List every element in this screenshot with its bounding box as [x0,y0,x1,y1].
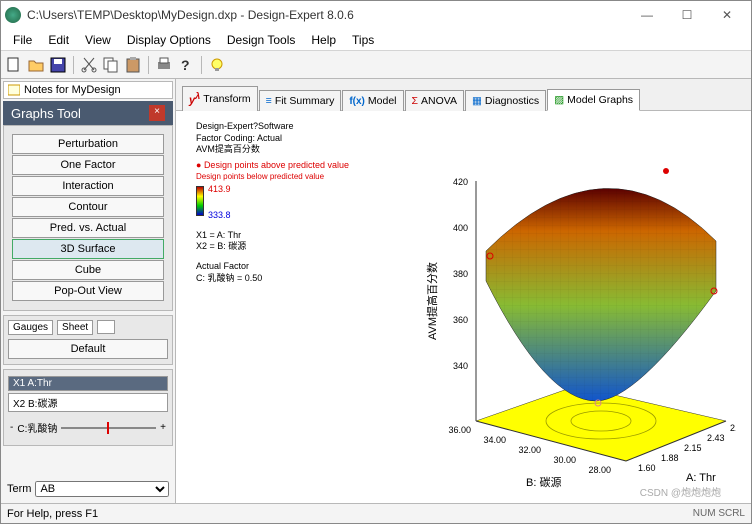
term-label: Term [7,483,31,495]
color-scale-icon [196,186,204,216]
notes-icon [8,84,20,96]
3d-surface-button[interactable]: 3D Surface [12,239,164,259]
graphs-tool-close[interactable]: × [149,105,165,121]
svg-text:360: 360 [453,315,468,325]
minimize-button[interactable]: — [627,3,667,27]
tab-anova[interactable]: ΣANOVA [405,90,464,111]
status-help: For Help, press F1 [7,508,98,520]
menu-tips[interactable]: Tips [344,31,382,49]
svg-text:28.00: 28.00 [588,465,611,475]
status-indicators: NUM SCRL [693,508,745,519]
svg-text:2.43: 2.43 [707,433,725,443]
left-pane: Notes for MyDesign Graphs Tool × Perturb… [1,79,176,503]
svg-text:400: 400 [453,223,468,233]
factor-c-slider[interactable]: - C:乳酸钠 + [8,414,168,441]
svg-text:30.00: 30.00 [553,455,576,465]
tab-model[interactable]: f(x)Model [342,90,403,111]
menubar: File Edit View Display Options Design To… [1,29,751,51]
graphs-tool-title: Graphs Tool [11,106,81,121]
gauges-tab[interactable]: Gauges [8,320,53,335]
perturbation-button[interactable]: Perturbation [12,134,164,154]
save-icon[interactable] [49,56,67,74]
menu-display-options[interactable]: Display Options [119,31,219,49]
new-icon[interactable] [5,56,23,74]
svg-text:B: 碳源: B: 碳源 [526,475,561,489]
tab-diagnostics[interactable]: ▦Diagnostics [465,90,546,111]
term-select[interactable]: AB [35,481,169,497]
svg-text:36.00: 36.00 [448,425,471,435]
svg-text:420: 420 [453,177,468,187]
one-factor-button[interactable]: One Factor [12,155,164,175]
menu-edit[interactable]: Edit [40,31,77,49]
notes-bar[interactable]: Notes for MyDesign [3,81,173,99]
svg-text:340: 340 [453,361,468,371]
tab-model-graphs[interactable]: ▨Model Graphs [547,89,640,111]
svg-text:1.88: 1.88 [661,453,679,463]
slider-label: C:乳酸钠 [17,420,57,435]
sheet-tab[interactable]: Sheet [57,320,93,335]
watermark: CSDN @炮炮炮炮 [640,484,721,499]
svg-text:A: Thr: A: Thr [686,472,716,484]
blank-tab[interactable] [97,320,115,334]
term-row: Term AB [3,477,173,501]
default-button[interactable]: Default [8,339,168,359]
svg-text:34.00: 34.00 [483,435,506,445]
factor-x2[interactable]: X2 B:碳源 [8,393,168,412]
gauges-panel: Gauges Sheet Default [3,315,173,365]
maximize-button[interactable]: ☐ [667,3,707,27]
close-button[interactable]: ✕ [707,3,747,27]
svg-text:AVM提高百分数: AVM提高百分数 [425,262,439,340]
contour-button[interactable]: Contour [12,197,164,217]
tab-transform[interactable]: yλTransform [182,86,258,111]
menu-view[interactable]: View [77,31,119,49]
factors-panel: X1 A:Thr X2 B:碳源 - C:乳酸钠 + [3,369,173,446]
window-controls: — ☐ ✕ [627,3,747,27]
right-pane: yλTransform ≡Fit Summary f(x)Model ΣANOV… [176,79,751,503]
bulb-icon[interactable] [208,56,226,74]
statusbar: For Help, press F1 NUM SCRL [1,503,751,523]
menu-file[interactable]: File [5,31,40,49]
svg-text:32.00: 32.00 [518,445,541,455]
pred-vs-actual-button[interactable]: Pred. vs. Actual [12,218,164,238]
paste-icon[interactable] [124,56,142,74]
toolbar: ? [1,51,751,79]
help-icon[interactable]: ? [177,56,195,74]
notes-label: Notes for MyDesign [24,84,121,96]
window-title: C:\Users\TEMP\Desktop\MyDesign.dxp - Des… [27,8,627,22]
svg-text:380: 380 [453,269,468,279]
interaction-button[interactable]: Interaction [12,176,164,196]
svg-text:1.60: 1.60 [638,463,656,473]
chart-area: Design-Expert?Software Factor Coding: Ac… [176,111,751,503]
print-icon[interactable] [155,56,173,74]
graphs-tool-panel: Graphs Tool × Perturbation One Factor In… [3,101,173,311]
open-icon[interactable] [27,56,45,74]
pop-out-view-button[interactable]: Pop-Out View [12,281,164,301]
analysis-tabs: yλTransform ≡Fit Summary f(x)Model ΣANOV… [176,79,751,111]
menu-design-tools[interactable]: Design Tools [219,31,303,49]
graphs-tool-header: Graphs Tool × [3,101,173,125]
main-area: Notes for MyDesign Graphs Tool × Perturb… [1,79,751,503]
cube-button[interactable]: Cube [12,260,164,280]
graphs-tool-list: Perturbation One Factor Interaction Cont… [3,125,173,311]
factor-x1[interactable]: X1 A:Thr [8,376,168,391]
menu-help[interactable]: Help [303,31,344,49]
titlebar: C:\Users\TEMP\Desktop\MyDesign.dxp - Des… [1,1,751,29]
svg-text:2.70: 2.70 [730,423,736,433]
app-icon [5,7,21,23]
tab-fit-summary[interactable]: ≡Fit Summary [259,90,342,111]
svg-text:2.15: 2.15 [684,443,702,453]
3d-surface-chart[interactable]: 420 400 380 360 340 36.00 34.00 32.00 30… [376,121,736,501]
copy-icon[interactable] [102,56,120,74]
svg-text:?: ? [181,57,190,73]
chart-info: Design-Expert?Software Factor Coding: Ac… [196,121,349,284]
cut-icon[interactable] [80,56,98,74]
